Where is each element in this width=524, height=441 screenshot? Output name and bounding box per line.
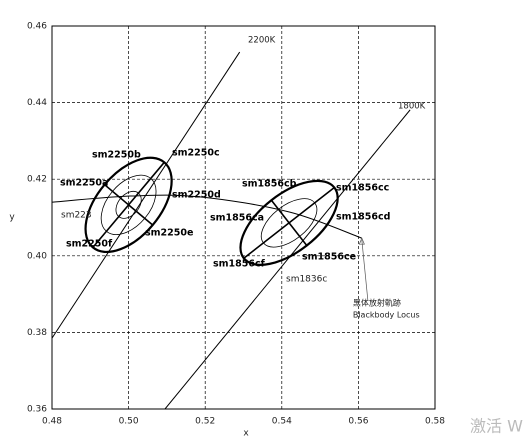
ellipse-label: sm1856cd (336, 212, 390, 223)
y-tick-label: 0.36 (27, 405, 47, 415)
plot-frame (51, 25, 436, 410)
isotherm-line (164, 109, 411, 409)
ellipse-group (84, 156, 173, 254)
ellipse-label: sm1856cf (213, 259, 266, 270)
ellipse-label: sm1836c (286, 275, 327, 285)
isotherm-label: 1800K (398, 102, 426, 112)
watermark: 激活 W (470, 417, 523, 436)
y-axis-label: y (9, 213, 15, 223)
ellipse-label: sm1856ce (302, 252, 356, 263)
y-tick-label: 0.38 (27, 328, 47, 338)
y-tick-label: 0.46 (27, 22, 47, 32)
locus-label: Blackbody Locus (353, 311, 420, 320)
x-tick-label: 0.50 (119, 417, 139, 427)
y-tick-label: 0.42 (27, 175, 47, 185)
x-axis-label: x (243, 429, 249, 439)
locus-pointer (361, 240, 369, 301)
ellipse-label: sm2250b (92, 150, 141, 161)
ellipse-label: sm2250c (172, 148, 220, 159)
ellipse-label: sm2250e (145, 228, 193, 239)
x-tick-label: 0.58 (425, 417, 445, 427)
plot-area (52, 51, 411, 409)
ellipse-label: sm1856cc (336, 183, 389, 194)
blackbody-locus (52, 194, 363, 239)
ellipse-label: sm2250f (66, 239, 113, 250)
x-tick-label: 0.54 (272, 417, 292, 427)
ellipse-axis (104, 184, 154, 226)
x-tick-label: 0.56 (348, 417, 368, 427)
x-tick-label: 0.52 (195, 417, 215, 427)
locus-arrowhead (358, 237, 365, 245)
isotherm-label: 2200K (248, 36, 276, 46)
ellipse-label: sm2250a (60, 178, 108, 189)
locus-label: 黑体放射軌跡 (353, 298, 401, 308)
ellipse-label: sm1856ca (210, 213, 264, 224)
ellipse-axis (270, 199, 308, 246)
y-tick-label: 0.40 (27, 251, 47, 261)
ellipse-group (239, 179, 339, 266)
y-tick-label: 0.44 (27, 98, 47, 108)
x-tick-label: 0.48 (42, 417, 62, 427)
ellipse-label: sm2250d (172, 190, 221, 201)
ellipse-label: sm223 (61, 211, 92, 221)
ellipse-label: sm1856cb (242, 179, 297, 190)
